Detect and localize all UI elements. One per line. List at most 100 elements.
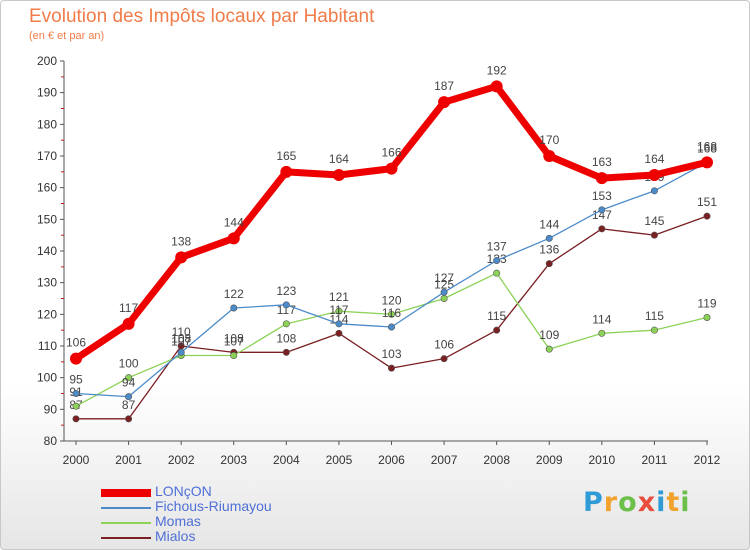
data-point bbox=[230, 304, 238, 312]
data-label: 144 bbox=[539, 217, 559, 231]
data-label: 107 bbox=[224, 335, 244, 349]
data-point bbox=[332, 169, 345, 181]
legend-label: Mialos bbox=[155, 528, 196, 544]
data-point bbox=[648, 169, 661, 181]
data-label: 114 bbox=[592, 312, 611, 326]
data-label: 122 bbox=[224, 287, 244, 301]
x-tick-label: 2005 bbox=[326, 453, 353, 467]
data-label: 163 bbox=[592, 155, 612, 169]
data-label: 116 bbox=[382, 306, 401, 320]
data-point bbox=[493, 269, 501, 277]
data-point bbox=[650, 326, 658, 334]
data-label: 103 bbox=[381, 347, 401, 361]
data-label: 165 bbox=[276, 149, 296, 163]
data-label: 170 bbox=[539, 133, 559, 147]
data-label: 106 bbox=[66, 336, 86, 350]
data-point bbox=[703, 313, 711, 321]
x-tick-label: 2011 bbox=[642, 453, 668, 467]
data-label: 187 bbox=[434, 79, 454, 93]
data-point bbox=[493, 326, 501, 334]
data-label: 125 bbox=[434, 278, 454, 292]
data-label: 168 bbox=[697, 141, 717, 155]
data-label: 109 bbox=[539, 328, 559, 342]
data-point bbox=[282, 348, 290, 356]
data-point bbox=[545, 345, 553, 353]
series-line-1 bbox=[75, 161, 708, 398]
data-point bbox=[493, 256, 501, 264]
data-point bbox=[282, 301, 290, 309]
data-point bbox=[387, 364, 395, 372]
data-point bbox=[598, 206, 606, 214]
data-point bbox=[227, 232, 240, 245]
logo-letter: t bbox=[666, 487, 681, 518]
data-label: 106 bbox=[434, 338, 454, 352]
logo-letter: o bbox=[618, 487, 638, 518]
logo-letter: x bbox=[637, 487, 657, 518]
data-point bbox=[595, 172, 608, 185]
data-label: 151 bbox=[697, 195, 717, 209]
data-point bbox=[438, 96, 451, 109]
legend-swatch bbox=[101, 537, 151, 539]
chart-subtitle: (en € et par an) bbox=[29, 30, 105, 42]
data-label: 121 bbox=[329, 290, 349, 304]
data-label: 123 bbox=[276, 284, 296, 298]
data-label: 110 bbox=[172, 325, 191, 339]
data-point bbox=[72, 389, 80, 397]
data-point bbox=[125, 374, 133, 382]
data-label: 127 bbox=[434, 271, 454, 285]
data-label: 87 bbox=[122, 398, 136, 412]
x-tick-label: 2003 bbox=[220, 453, 247, 467]
data-point bbox=[280, 165, 293, 178]
data-point bbox=[177, 348, 185, 356]
y-tick-label: 200 bbox=[37, 54, 57, 68]
chart-title: Evolution des Impôts locaux par Habitant bbox=[29, 6, 375, 27]
x-tick-label: 2010 bbox=[588, 453, 615, 467]
data-label: 147 bbox=[592, 208, 612, 222]
data-label: 107 bbox=[171, 335, 191, 349]
data-point bbox=[387, 310, 395, 318]
legend-swatch bbox=[101, 507, 151, 509]
data-point bbox=[490, 80, 503, 93]
x-tick-label: 2007 bbox=[431, 453, 458, 467]
data-point bbox=[598, 329, 606, 337]
data-label: 153 bbox=[592, 189, 612, 203]
data-point bbox=[175, 251, 188, 264]
data-label: 136 bbox=[539, 243, 559, 257]
data-point bbox=[335, 320, 343, 328]
logo-letter: P bbox=[583, 487, 604, 518]
data-point bbox=[230, 351, 238, 359]
y-tick-label: 160 bbox=[37, 181, 57, 195]
legend-label: LONçON bbox=[155, 483, 212, 499]
x-tick-label: 2004 bbox=[273, 453, 300, 467]
data-point bbox=[72, 415, 80, 423]
data-label: 166 bbox=[381, 146, 401, 160]
data-point bbox=[335, 329, 343, 337]
data-label: 137 bbox=[487, 240, 507, 254]
legend-swatch bbox=[101, 522, 151, 524]
x-tick-label: 2008 bbox=[483, 453, 510, 467]
data-point bbox=[72, 402, 80, 410]
data-label: 164 bbox=[644, 152, 664, 166]
data-label: 94 bbox=[122, 376, 136, 390]
data-label: 192 bbox=[487, 63, 507, 77]
data-point bbox=[650, 231, 658, 239]
y-tick-label: 100 bbox=[37, 371, 57, 385]
data-label: 138 bbox=[171, 234, 191, 248]
data-label: 115 bbox=[645, 309, 664, 323]
data-point bbox=[701, 156, 713, 169]
data-point bbox=[543, 150, 556, 162]
data-label: 119 bbox=[697, 297, 716, 311]
data-label: 95 bbox=[69, 373, 83, 387]
data-label: 108 bbox=[171, 331, 191, 345]
data-label: 144 bbox=[224, 215, 244, 229]
data-point bbox=[385, 162, 398, 175]
data-point bbox=[70, 352, 82, 365]
data-point bbox=[122, 317, 135, 330]
data-point bbox=[703, 212, 711, 220]
data-point bbox=[440, 288, 448, 296]
data-point bbox=[440, 294, 448, 302]
y-tick-label: 150 bbox=[37, 212, 57, 226]
data-label: 108 bbox=[224, 331, 244, 345]
data-label: 100 bbox=[119, 357, 139, 371]
y-tick-label: 110 bbox=[38, 339, 57, 353]
